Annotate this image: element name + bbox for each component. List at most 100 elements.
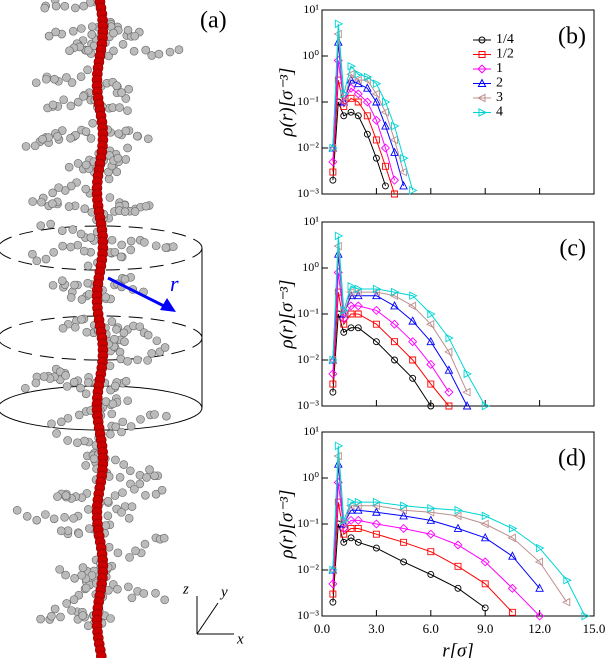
side-bead — [121, 155, 131, 164]
y-tick-label: 10⁻¹ — [297, 306, 319, 320]
data-point — [339, 97, 349, 106]
data-point — [354, 69, 364, 79]
side-bead — [60, 512, 69, 522]
side-bead — [160, 595, 169, 605]
data-point — [382, 162, 389, 170]
side-bead — [168, 242, 178, 252]
side-bead — [63, 436, 72, 445]
side-bead — [57, 417, 66, 427]
side-bead — [159, 533, 169, 543]
side-bead — [174, 45, 184, 55]
y-axis-label: ρ(r)[σ⁻³] — [276, 67, 297, 137]
side-bead — [31, 78, 41, 88]
side-bead — [123, 106, 132, 115]
side-bead — [125, 466, 135, 476]
legend-label: 1/2 — [496, 47, 514, 62]
side-bead — [49, 514, 59, 524]
side-bead — [78, 563, 88, 572]
data-point — [399, 523, 409, 533]
side-bead — [77, 24, 86, 33]
series-line — [332, 456, 568, 603]
side-bead — [143, 134, 153, 144]
axis-label: x — [236, 631, 244, 647]
side-bead — [118, 40, 128, 49]
y-tick-label: 10⁰ — [302, 48, 319, 62]
side-bead — [136, 415, 145, 424]
data-point — [347, 281, 356, 291]
data-point — [400, 538, 408, 546]
data-point — [380, 143, 391, 153]
side-bead — [48, 188, 57, 198]
series-line — [332, 23, 414, 191]
y-axis-label: ρ(r)[σ⁻³] — [276, 279, 297, 349]
data-point — [329, 176, 337, 184]
data-point — [363, 112, 371, 120]
series-line — [332, 79, 395, 195]
panel-label: (b) — [558, 24, 586, 50]
data-point — [334, 19, 344, 29]
side-bead — [81, 389, 91, 399]
data-point — [507, 533, 516, 543]
side-bead — [68, 225, 78, 234]
side-bead — [107, 409, 117, 419]
side-bead — [86, 134, 96, 143]
side-bead — [66, 133, 75, 143]
side-bead — [105, 193, 115, 202]
side-bead — [147, 51, 157, 60]
side-bead — [124, 582, 133, 592]
data-point — [334, 441, 344, 451]
data-point — [340, 306, 349, 315]
side-bead — [125, 553, 134, 562]
side-bead — [31, 378, 41, 388]
data-point — [353, 75, 362, 85]
y-tick-label: 10¹ — [303, 214, 319, 228]
side-bead — [30, 141, 40, 151]
side-bead — [135, 322, 145, 332]
side-bead — [117, 508, 126, 517]
data-point — [347, 534, 355, 542]
side-bead — [81, 160, 91, 170]
data-point — [340, 328, 348, 336]
data-point — [426, 515, 436, 524]
legend-label: 1/4 — [496, 32, 514, 47]
panel-label: (a) — [200, 8, 227, 34]
x-tick-label: 6.0 — [423, 621, 439, 636]
data-point — [462, 401, 472, 410]
data-point — [372, 320, 380, 328]
side-bead — [66, 293, 76, 302]
side-bead — [48, 199, 57, 208]
side-bead — [151, 241, 161, 251]
data-point — [340, 538, 348, 546]
axis-label: y — [219, 584, 228, 600]
data-point — [381, 121, 390, 130]
x-tick-label: 9.0 — [477, 621, 493, 636]
side-bead — [83, 261, 93, 271]
data-point — [480, 557, 490, 567]
side-bead — [86, 0, 95, 7]
side-bead — [80, 204, 90, 213]
data-point — [363, 130, 371, 138]
y-tick-label: 10⁰ — [302, 470, 319, 484]
data-point — [409, 356, 417, 364]
data-point — [445, 333, 454, 343]
axis-y — [196, 602, 219, 635]
data-point — [454, 584, 462, 592]
y-tick-label: 10⁻² — [297, 352, 319, 366]
side-bead — [58, 276, 67, 285]
data-point — [563, 575, 572, 585]
side-bead — [143, 330, 153, 340]
x-tick-label: 0.0 — [314, 621, 330, 636]
data-point — [444, 365, 454, 374]
y-tick-label: 10⁻¹ — [297, 516, 319, 530]
side-bead — [50, 74, 59, 84]
side-bead — [67, 606, 76, 615]
y-tick-label: 10⁻¹ — [297, 94, 319, 108]
data-point — [408, 337, 418, 347]
side-bead — [61, 570, 70, 580]
data-point — [340, 112, 348, 120]
side-bead — [140, 238, 149, 247]
side-bead — [120, 207, 130, 216]
side-bead — [69, 595, 79, 604]
side-bead — [140, 539, 150, 549]
side-bead — [118, 417, 128, 427]
